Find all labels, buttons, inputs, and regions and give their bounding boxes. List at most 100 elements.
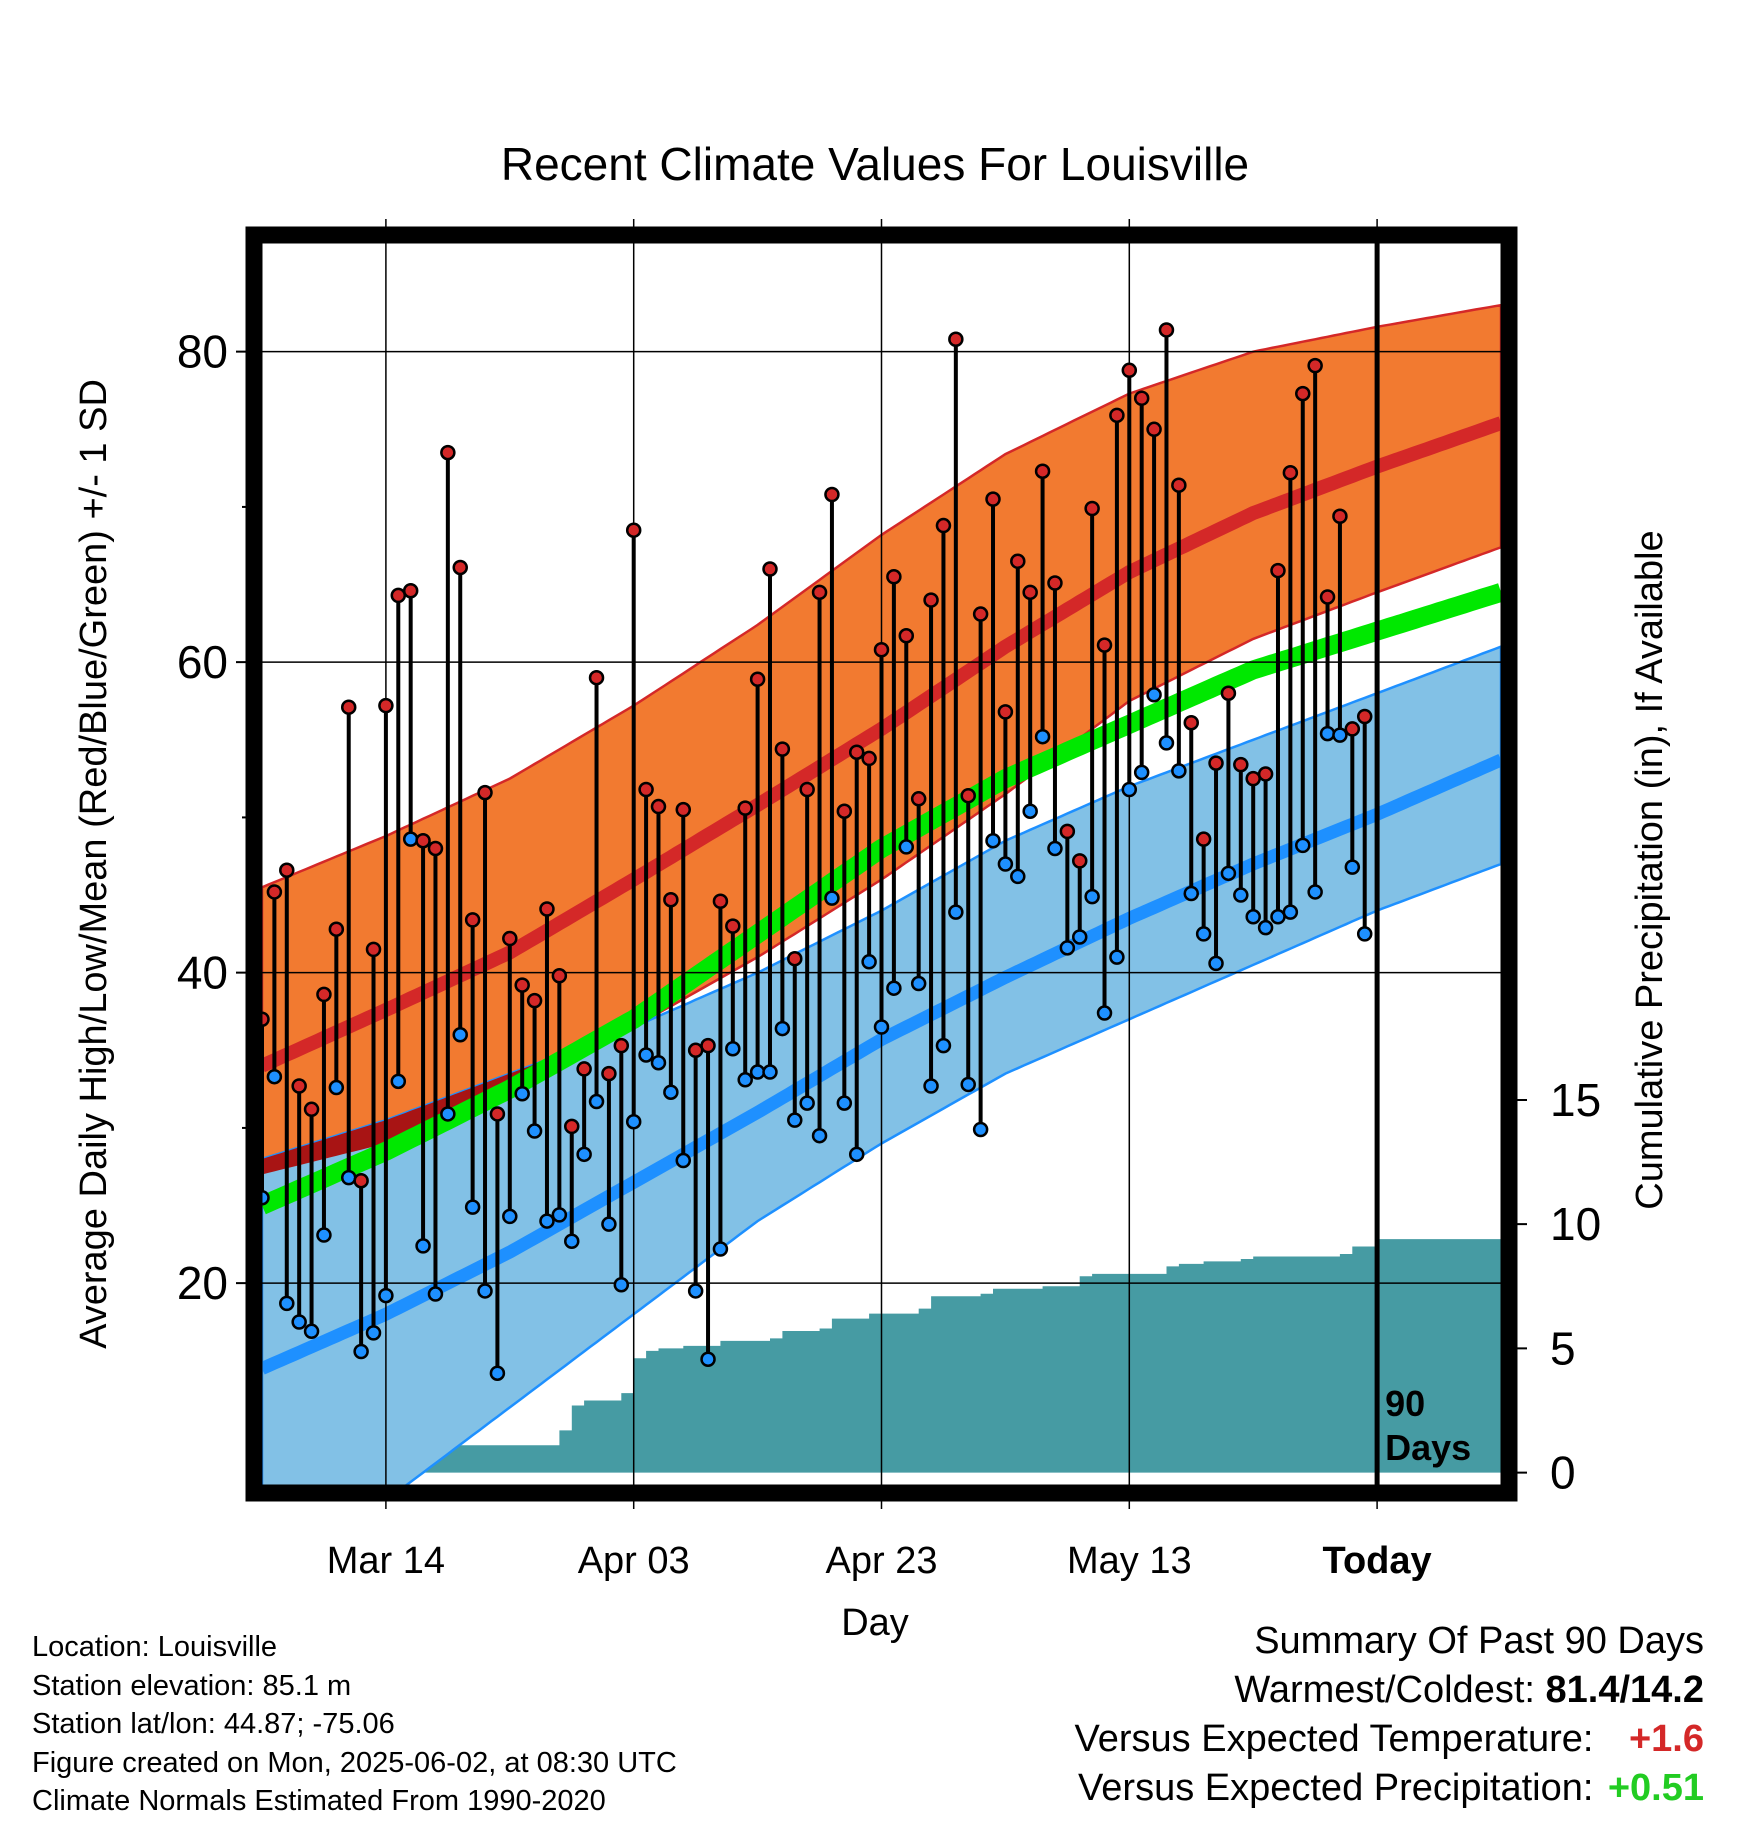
x-tick-label: May 13: [1067, 1540, 1192, 1582]
daily-low-point: [650, 1054, 667, 1071]
daily-high-point: [576, 1061, 592, 1077]
y2-tick-label: 5: [1550, 1322, 1576, 1374]
daily-high-point: [477, 784, 493, 801]
daily-low-point: [328, 1079, 345, 1096]
daily-high-point: [1047, 575, 1063, 591]
daily-low-point: [452, 1027, 468, 1043]
daily-low-point: [625, 1113, 642, 1130]
daily-high-point: [291, 1078, 307, 1094]
daily-high-point: [402, 583, 419, 599]
daily-low-point: [1356, 926, 1373, 942]
daily-high-point: [687, 1042, 704, 1059]
daily-low-point: [1109, 949, 1125, 965]
precip-value: +0.51: [1607, 1767, 1704, 1809]
temp-row: Versus Expected Temperature: +1.6: [1075, 1715, 1704, 1764]
y-tick-label: 40: [177, 947, 228, 999]
daily-low-point: [1096, 1005, 1113, 1021]
daily-high-point: [440, 444, 456, 461]
x-tick-label: Mar 14: [327, 1540, 445, 1582]
daily-high-point: [1034, 463, 1051, 479]
daily-low-point: [848, 1146, 865, 1163]
daily-low-point: [427, 1286, 444, 1302]
daily-low-point: [910, 975, 927, 992]
daily-low-point: [985, 832, 1001, 849]
daily-high-point: [489, 1106, 506, 1122]
daily-high-point: [1245, 770, 1261, 787]
daily-low-point: [1071, 929, 1088, 945]
daily-low-point: [799, 1095, 815, 1111]
daily-low-point: [687, 1283, 704, 1299]
daily-high-point: [514, 977, 530, 993]
precip-row: Versus Expected Precipitation: +0.51: [1075, 1764, 1704, 1813]
daily-high-point: [1195, 831, 1212, 847]
daily-low-point: [588, 1093, 605, 1110]
daily-high-point: [923, 592, 939, 608]
daily-low-point: [898, 839, 915, 855]
daily-low-point: [774, 1020, 791, 1037]
daily-low-point: [824, 890, 840, 906]
daily-high-point: [340, 699, 357, 715]
daily-high-point: [1183, 714, 1199, 731]
daily-low-point: [700, 1351, 716, 1367]
daily-low-point: [526, 1123, 543, 1139]
daily-low-point: [1295, 837, 1311, 854]
daily-low-point: [675, 1152, 692, 1169]
daily-high-point: [328, 921, 345, 937]
daily-low-point: [960, 1076, 976, 1093]
daily-high-point: [985, 491, 1001, 507]
daily-low-point: [415, 1238, 431, 1254]
daily-low-point: [303, 1323, 320, 1340]
daily-low-point: [601, 1216, 617, 1232]
daily-high-point: [526, 992, 543, 1009]
daily-high-point: [1208, 755, 1224, 771]
x-tick-label: Apr 03: [578, 1540, 690, 1582]
daily-high-point: [811, 584, 828, 601]
daily-high-point: [1282, 465, 1299, 481]
daily-high-point: [1059, 823, 1076, 840]
daily-low-point: [1344, 859, 1361, 875]
daily-high-point: [1171, 477, 1187, 493]
daily-high-point: [279, 862, 295, 878]
daily-low-point: [663, 1084, 679, 1100]
daily-low-point: [1208, 955, 1224, 972]
daily-high-point: [737, 800, 753, 816]
plot-frame: [245, 226, 1518, 1502]
y-tick-label: 60: [177, 636, 228, 688]
daily-high-point: [725, 918, 741, 934]
daily-high-point: [464, 912, 481, 928]
daily-low-point: [564, 1233, 580, 1250]
daily-high-point: [749, 671, 766, 688]
daily-high-point: [601, 1065, 617, 1082]
daily-high-point: [836, 803, 853, 819]
daily-low-point: [886, 980, 902, 996]
daily-low-point: [266, 1068, 283, 1085]
daily-low-point: [390, 1073, 407, 1090]
y2-tick-label: 15: [1550, 1074, 1601, 1126]
daily-low-point: [1158, 735, 1175, 751]
daily-low-point: [737, 1072, 753, 1088]
daily-high-point: [948, 331, 964, 348]
daily-high-point: [650, 798, 667, 815]
daily-low-point: [279, 1295, 295, 1312]
daily-high-point: [378, 697, 394, 714]
daily-low-point: [539, 1213, 555, 1229]
created-text: Figure created on Mon, 2025-06-02, at 08…: [32, 1746, 677, 1779]
x-tick-label: Apr 23: [826, 1540, 938, 1582]
daily-high-point: [1220, 685, 1237, 701]
daily-low-point: [1195, 926, 1212, 942]
daily-low-point: [997, 856, 1014, 872]
daily-low-point: [1282, 904, 1299, 920]
today-days-label: Days: [1385, 1427, 1471, 1468]
daily-low-point: [873, 1019, 890, 1035]
daily-high-point: [1295, 385, 1311, 402]
daily-low-point: [1220, 865, 1237, 882]
daily-high-point: [415, 832, 431, 849]
daily-low-point: [365, 1325, 382, 1341]
daily-low-point: [811, 1127, 828, 1144]
daily-low-point: [514, 1086, 530, 1102]
daily-high-point: [675, 801, 692, 818]
daily-high-point: [316, 986, 332, 1003]
warm-cold-value: 81.4/14.2: [1545, 1669, 1704, 1711]
daily-low-point: [923, 1078, 939, 1094]
